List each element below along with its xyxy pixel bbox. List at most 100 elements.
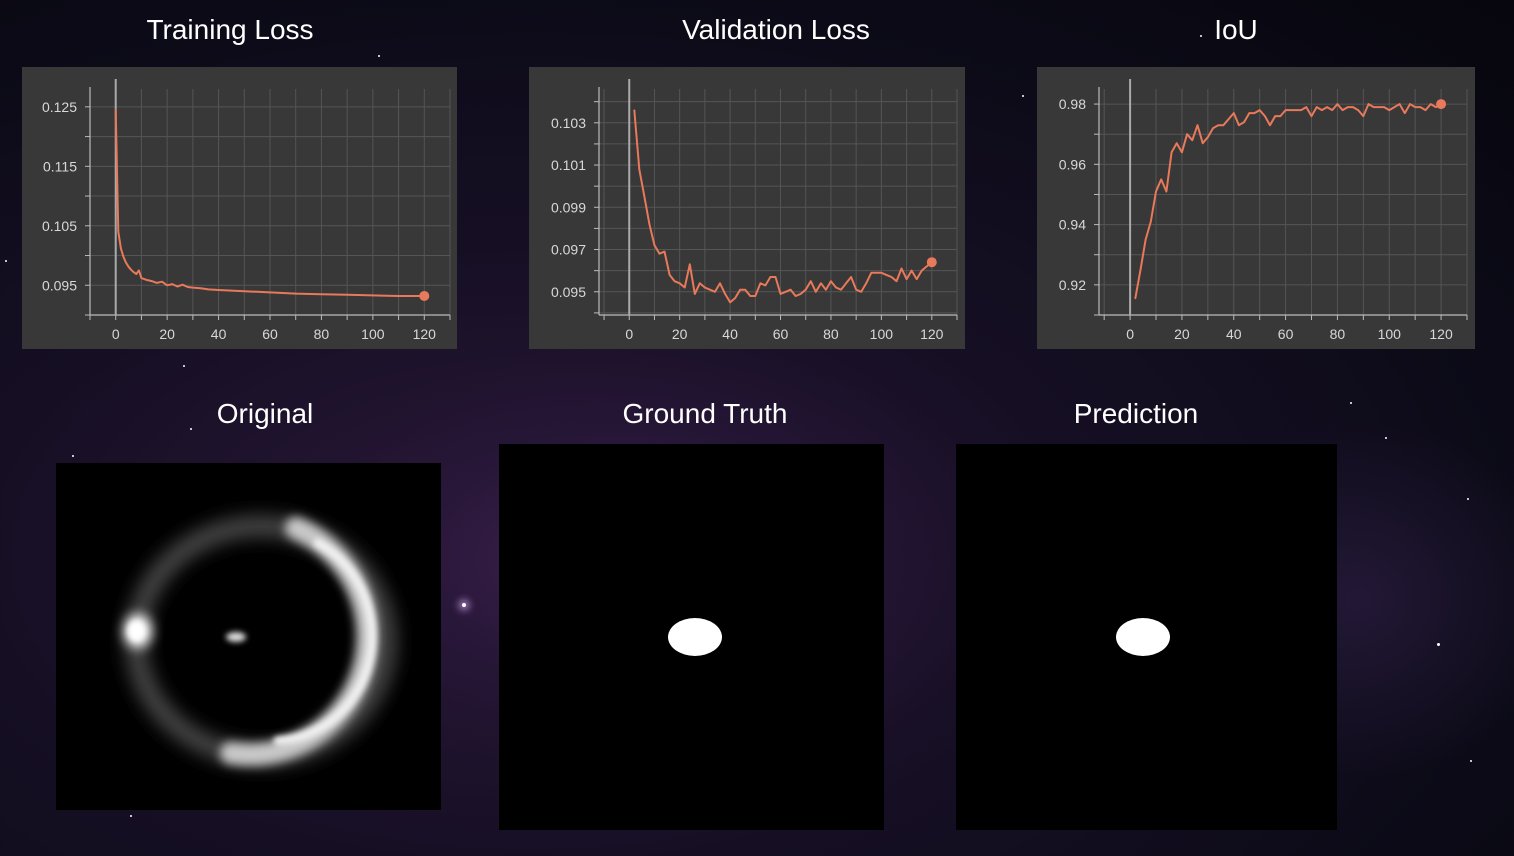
data-point: [217, 289, 220, 291]
data-point: [688, 263, 691, 266]
lens-ring-image: [124, 516, 396, 766]
data-point: [1331, 109, 1334, 111]
last-point-marker: [419, 290, 430, 301]
x-tick-label: 80: [1330, 326, 1346, 342]
data-point: [199, 287, 202, 290]
star: [130, 815, 132, 817]
data-point: [1346, 106, 1349, 108]
data-point: [1165, 190, 1168, 193]
data-point: [156, 282, 158, 284]
data-point: [1341, 109, 1344, 111]
data-point: [678, 282, 681, 285]
y-tick-label: 0.94: [1059, 217, 1086, 233]
data-point: [161, 280, 163, 283]
data-point: [1404, 112, 1406, 114]
data-point: [1305, 106, 1308, 108]
data-point: [638, 168, 641, 171]
y-tick-label: 0.101: [551, 157, 586, 173]
ground-truth-image: [499, 444, 884, 830]
data-point: [1196, 124, 1199, 126]
data-point: [1170, 151, 1173, 154]
data-point: [840, 288, 842, 291]
iou-title: IoU: [1214, 14, 1258, 45]
data-point: [895, 280, 898, 283]
grid: [1099, 89, 1468, 316]
data-point: [186, 286, 189, 288]
data-point: [1258, 109, 1261, 111]
data-point: [799, 293, 802, 295]
data-point: [830, 280, 832, 283]
validation-loss-chart: 0 20 40 60 80 100 120 0.095 0.097 0.099 0.101 0.103: [529, 67, 965, 349]
star: [183, 365, 185, 367]
x-tick-label: 80: [823, 326, 839, 342]
iou-chart: 0 20 40 60 80 100 120 0.92 0.94 0.96 0.98: [1037, 67, 1475, 349]
data-point: [1269, 124, 1271, 126]
data-point: [140, 277, 143, 279]
data-point: [865, 282, 868, 285]
data-point: [1160, 178, 1162, 181]
star: [190, 428, 192, 430]
data-point: [1253, 112, 1256, 114]
data-point: [192, 286, 194, 289]
data-point: [181, 283, 184, 286]
data-point: [1352, 106, 1354, 108]
data-point: [860, 290, 862, 293]
training-loss-plot: 0 20 40 60 80 100 120 0.095 0.105 0.115 0.125: [42, 79, 451, 342]
x-tick-label: 0: [625, 326, 633, 342]
data-point: [658, 252, 661, 255]
x-tick-label: 100: [1378, 326, 1402, 342]
star: [378, 55, 380, 57]
data-point: [145, 279, 148, 281]
y-tick-label: 0.103: [551, 115, 586, 131]
validation-loss-plot: 0 20 40 60 80 100 120 0.095 0.097 0.099 0.101 0.103: [551, 79, 958, 342]
data-point: [1367, 103, 1370, 105]
data-point: [739, 288, 741, 291]
data-point: [1212, 127, 1214, 129]
data-point: [845, 282, 847, 285]
data-point: [759, 282, 762, 285]
data-point: [1398, 103, 1401, 105]
data-point: [905, 278, 908, 280]
data-point: [749, 295, 752, 297]
training-loss-chart: 0 20 40 60 80 100 120 0.095 0.105 0.115 0.125: [22, 67, 457, 349]
data-point: [1150, 220, 1152, 223]
data-point: [714, 290, 716, 293]
data-point: [694, 293, 696, 295]
x-tick-label: 60: [1278, 326, 1294, 342]
series-line: [633, 110, 933, 304]
data-point: [1372, 106, 1375, 108]
data-point: [779, 293, 782, 295]
prediction-title: Prediction: [1073, 398, 1199, 429]
x-tick-label: 100: [870, 326, 894, 342]
ground-truth-mask: [668, 618, 722, 656]
y-tick-label: 0.099: [551, 199, 586, 215]
original-title: Original: [216, 398, 314, 429]
data-point: [1383, 106, 1385, 108]
data-point: [754, 295, 757, 297]
data-point: [1326, 106, 1328, 108]
data-point: [171, 283, 174, 285]
data-point: [804, 288, 807, 291]
data-point: [784, 290, 787, 293]
star: [5, 260, 7, 262]
data-point: [744, 288, 747, 291]
data-point: [1310, 115, 1313, 117]
star: [1200, 35, 1202, 37]
x-tick-label: 20: [159, 326, 175, 342]
data-point: [880, 271, 883, 274]
data-point: [683, 286, 686, 289]
data-point: [789, 288, 792, 291]
data-point: [885, 274, 888, 276]
data-point: [1378, 106, 1380, 108]
x-tick-label: 120: [920, 326, 944, 342]
data-point: [132, 271, 135, 273]
data-point: [668, 274, 671, 276]
data-point: [809, 280, 812, 283]
series-line: [114, 109, 425, 297]
data-point: [1139, 269, 1142, 271]
data-point: [915, 278, 918, 280]
data-point: [1201, 142, 1204, 145]
data-point: [243, 290, 246, 293]
data-point: [122, 255, 125, 258]
data-point: [1424, 109, 1427, 111]
